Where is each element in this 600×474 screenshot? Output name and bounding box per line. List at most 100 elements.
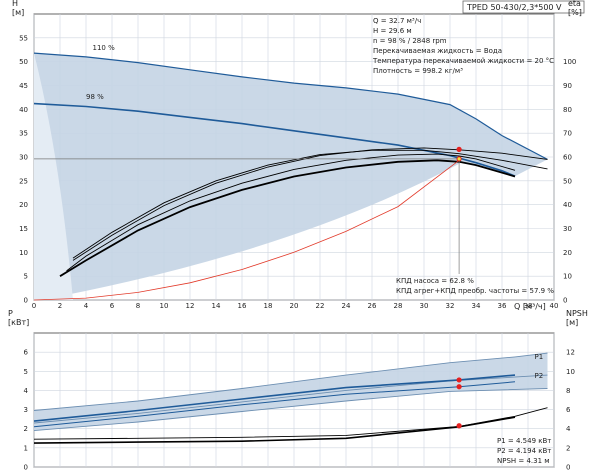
tick-flow-8: 8 [136,302,140,310]
flow-axis-title: Q [м³/ч] [514,302,546,311]
tick-eta-40: 40 [563,201,572,209]
tick-npsh-0: 0 [566,464,570,472]
curve-top-6 [33,159,460,301]
tick-eta-0: 0 [563,297,567,305]
tick-head-55: 55 [19,34,28,42]
chart-title: TPED 50-430/2,3*500 V [466,3,562,12]
tick-head-40: 40 [19,106,28,114]
tick-eta-100: 100 [563,58,576,66]
tick-flow-28: 28 [394,302,403,310]
low-flow-zone [34,53,73,300]
eta-axis-title: eta [%] [568,0,582,17]
operating-info: Q = 32.7 м³/ч H = 29.6 м n = 98 % / 2848… [372,17,554,75]
tick-npsh-6: 6 [566,406,571,414]
tick-npsh-10: 10 [566,368,575,376]
head-efficiency-plot: 110 %98 %0 2 4 6 8 10 12 14 16 18 20 22 24 26 28 30 32 34… [19,14,576,310]
tick-flow-18: 18 [264,302,273,310]
tick-flow-0: 0 [32,302,36,310]
power-info: P1 = 4.549 кВт P2 = 4.194 кВт NPSH = 4.3… [497,437,551,465]
tick-flow-24: 24 [342,302,351,310]
tick-head-25: 25 [19,177,28,185]
npsh-axis-title: NPSH [м] [566,309,588,327]
tick-eta-80: 80 [563,106,572,114]
info-line-temperature: Температура перекачиваемой жидкости = 20… [372,57,554,65]
tick-power-1: 1 [24,444,28,452]
tick-flow-36: 36 [498,302,507,310]
curve-top-4 [66,153,516,272]
tick-flow-12: 12 [186,302,195,310]
title-box [462,0,585,14]
tick-eta-20: 20 [563,249,572,257]
curve-bottom-0 [33,356,516,411]
tick-power-5: 5 [24,368,28,376]
operating-point-center [457,157,461,161]
info-unit-efficiency: КПД агрег+КПД преобр. частоты = 57.9 % [396,287,554,295]
label-p2: P2 [535,372,544,380]
operating-point-npsh [456,423,462,429]
tick-power-4: 4 [24,387,29,395]
tick-head-5: 5 [24,273,28,281]
info-line-flow: Q = 32.7 м³/ч [373,17,421,25]
tick-flow-32: 32 [446,302,455,310]
tick-head-50: 50 [19,58,28,66]
curve-top-1 [33,102,516,177]
curve-bottom-6 [33,416,516,444]
tick-power-6: 6 [24,349,29,357]
info-pump-efficiency: КПД насоса = 62.8 % [396,277,474,285]
tick-head-45: 45 [19,82,28,90]
tick-eta-90: 90 [563,82,572,90]
info-line-head: H = 29.6 м [373,27,412,35]
curve-top-2 [72,147,548,261]
tick-power-2: 2 [24,425,28,433]
curve-bottom-envelope-tail [514,352,548,358]
operating-point-eff [456,146,462,152]
tick-npsh-4: 4 [566,425,571,433]
curve-bottom-3 [33,374,516,422]
info-p2: P2 = 4.194 кВт [497,447,551,455]
tick-flow-40: 40 [550,302,559,310]
tick-eta-30: 30 [563,225,572,233]
curve-top-5 [72,149,548,259]
tick-head-20: 20 [19,201,28,209]
tick-flow-20: 20 [290,302,299,310]
tick-npsh-12: 12 [566,349,575,357]
tick-head-0: 0 [24,297,28,305]
label-98-percent: 98 % [86,93,104,101]
tick-flow-10: 10 [160,302,169,310]
tick-flow-38: 38 [524,302,533,310]
curve-bottom-5 [33,407,548,440]
curve-top-0 [33,52,548,160]
info-line-speed: n = 98 % / 2848 rpm [373,37,447,45]
tick-eta-10: 10 [563,273,572,281]
info-line-density: Плотность = 998.2 кг/м³ [373,67,463,75]
power-range-area [34,353,548,431]
tick-npsh-8: 8 [566,387,570,395]
tick-flow-34: 34 [472,302,481,310]
efficiency-info: КПД насоса = 62.8 % КПД агрег+КПД преобр… [396,277,554,295]
tick-flow-6: 6 [110,302,115,310]
tick-eta-50: 50 [563,177,572,185]
tick-eta-60: 60 [563,154,572,162]
power-axis-title: P [кВт] [8,309,29,327]
head-axis-title: H [м] [12,0,24,17]
tick-head-35: 35 [19,130,28,138]
label-110-percent: 110 % [93,44,116,52]
tick-head-15: 15 [19,225,28,233]
tick-flow-30: 30 [420,302,429,310]
tick-eta-70: 70 [563,130,572,138]
operating-point-p2 [456,384,462,390]
label-p1: P1 [535,353,544,361]
tick-npsh-2: 2 [566,444,570,452]
operating-point-p1 [456,377,462,383]
tick-flow-22: 22 [316,302,325,310]
info-npsh: NPSH = 4.31 м [497,457,550,465]
tick-flow-14: 14 [212,302,221,310]
tick-head-10: 10 [19,249,28,257]
tick-flow-2: 2 [58,302,62,310]
tick-power-3: 3 [24,406,28,414]
tick-flow-16: 16 [238,302,247,310]
curve-top-3 [59,159,516,277]
tick-power-0: 0 [24,464,28,472]
